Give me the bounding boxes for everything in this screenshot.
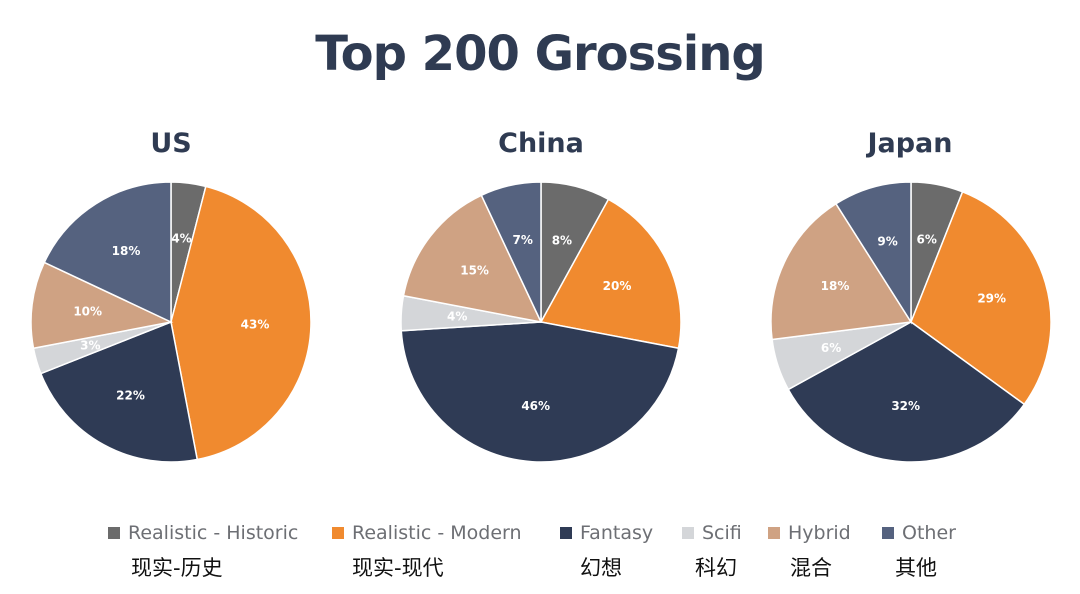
legend-label-realistic-historic: Realistic - Historic <box>128 522 299 544</box>
legend-sub-scifi: 科幻 <box>695 556 737 580</box>
pie-label-china-fantasy: 46% <box>521 399 550 413</box>
pie-label-china-scifi: 4% <box>447 310 467 324</box>
pie-label-us-scifi: 3% <box>80 338 100 352</box>
pie-slice-china-fantasy <box>400 321 680 463</box>
pie-slice-china-realistic-modern <box>539 198 682 350</box>
legend-item-other: Other <box>882 522 956 544</box>
pie-label-china-hybrid: 15% <box>460 264 489 278</box>
pie-slice-japan-realistic-modern <box>910 190 1052 406</box>
pie-label-us-other: 18% <box>112 244 141 258</box>
pie-label-us-realistic-historic: 4% <box>171 232 191 246</box>
pie-slice-us-realistic-modern <box>170 185 312 461</box>
pie-label-japan-scifi: 6% <box>821 341 841 355</box>
legend-sub-fantasy: 幻想 <box>580 556 622 580</box>
legend-sub-realistic-modern: 现实-现代 <box>352 556 444 580</box>
pie-slice-china-hybrid <box>402 194 543 324</box>
pie-title-japan: Japan <box>867 128 953 159</box>
pie-slice-china-other <box>480 181 542 323</box>
pie-slice-us-fantasy <box>39 320 199 463</box>
legend-swatch-fantasy <box>560 527 572 539</box>
pie-slice-us-hybrid <box>30 261 174 350</box>
pie-china: 8% 20% 46% 4% 15% 7% <box>400 181 682 463</box>
legend-item-realistic-historic: Realistic - Historic <box>108 522 298 544</box>
legend-swatch-realistic-modern <box>332 527 344 539</box>
pie-title-china: China <box>498 128 584 159</box>
legend-sub-realistic-historic: 现实-历史 <box>131 556 223 580</box>
legend-swatch-other <box>882 527 894 539</box>
legend-label-realistic-modern: Realistic - Modern <box>352 522 522 544</box>
legend-swatch-scifi <box>682 527 694 539</box>
pie-label-us-fantasy: 22% <box>116 389 145 403</box>
legend-item-hybrid: Hybrid <box>768 522 851 544</box>
legend-sub-hybrid: 混合 <box>790 556 832 580</box>
pie-label-japan-realistic-historic: 6% <box>917 233 937 247</box>
pie-japan: 6% 29% 32% 6% 18% 9% <box>770 181 1052 463</box>
pie-label-japan-fantasy: 32% <box>891 399 920 413</box>
pie-label-japan-realistic-modern: 29% <box>977 292 1006 306</box>
pie-label-us-hybrid: 10% <box>73 305 102 319</box>
pie-slice-japan-other <box>834 181 912 325</box>
pie-label-japan-other: 9% <box>877 234 897 248</box>
pie-title-us: US <box>150 128 192 159</box>
pie-us: 4% 43% 22% 3% 10% 18% <box>30 181 312 463</box>
pie-slice-japan-hybrid <box>770 202 913 341</box>
pie-label-japan-hybrid: 18% <box>821 279 850 293</box>
pie-slice-us-other <box>43 181 172 324</box>
pie-label-china-realistic-modern: 20% <box>603 279 632 293</box>
legend-label-hybrid: Hybrid <box>788 522 851 544</box>
legend-swatch-realistic-historic <box>108 527 120 539</box>
legend-sub-other: 其他 <box>895 556 937 580</box>
legend-label-fantasy: Fantasy <box>580 522 654 544</box>
pie-label-china-realistic-historic: 8% <box>552 234 572 248</box>
pie-slice-japan-fantasy <box>787 321 1026 463</box>
pie-label-china-other: 7% <box>513 233 533 247</box>
legend-label-scifi: Scifi <box>702 522 742 544</box>
legend-item-realistic-modern: Realistic - Modern <box>332 522 522 544</box>
pie-label-us-realistic-modern: 43% <box>241 318 270 332</box>
legend-item-fantasy: Fantasy <box>560 522 653 544</box>
chart-title: Top 200 Grossing <box>315 26 766 82</box>
legend-label-other: Other <box>902 522 956 544</box>
legend-swatch-hybrid <box>768 527 780 539</box>
legend-item-scifi: Scifi <box>682 522 742 544</box>
